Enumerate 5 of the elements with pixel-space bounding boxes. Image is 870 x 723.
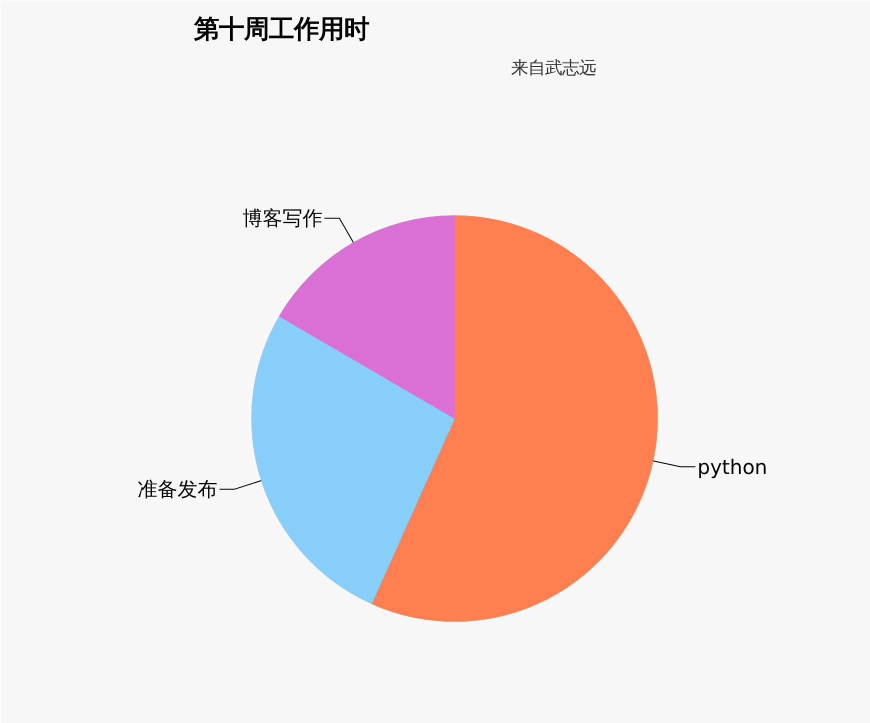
chart-title: 第十周工作用时 [193, 14, 369, 44]
slice-label: python [697, 454, 768, 479]
chart-subtitle: 来自武志远 [511, 58, 596, 78]
slice-label: 准备发布 [138, 477, 218, 502]
slice-label: 博客写作 [242, 206, 322, 230]
